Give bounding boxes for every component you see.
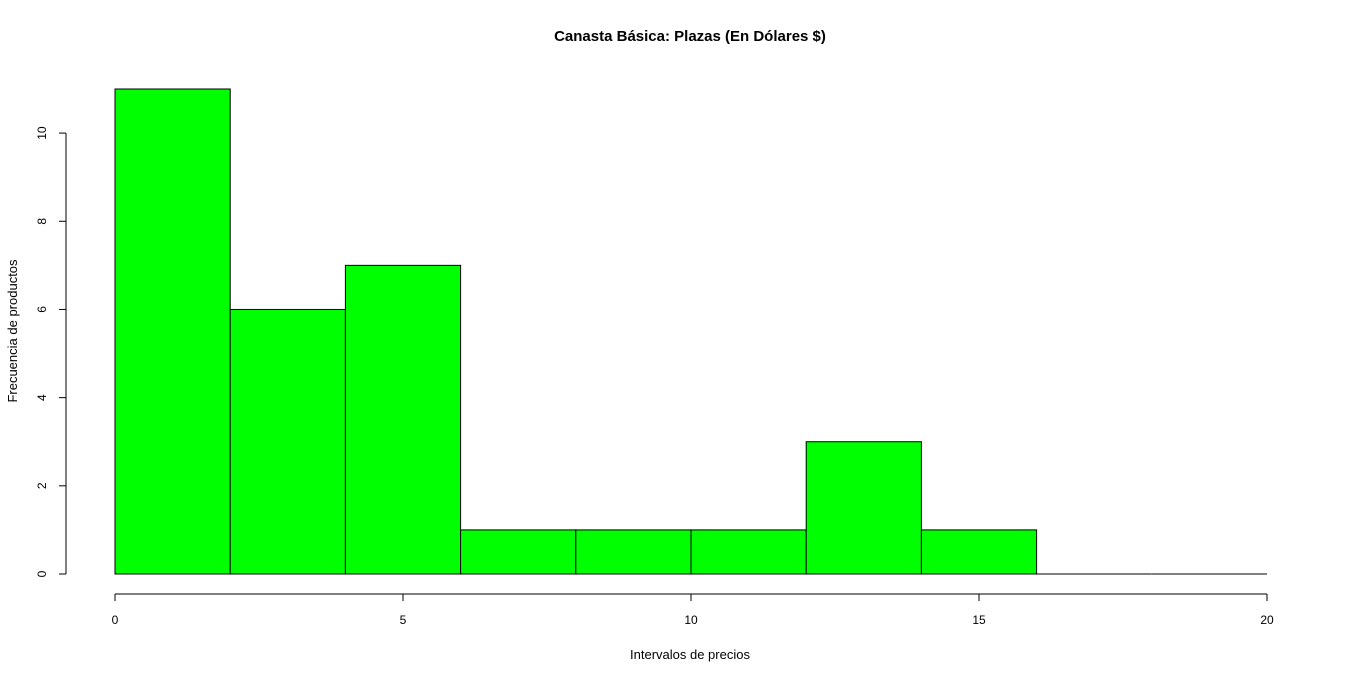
y-tick-label: 6 (35, 306, 49, 313)
x-axis: 0 5 10 15 20 (112, 593, 1274, 627)
y-tick-label: 10 (35, 126, 49, 140)
histogram-bar (229, 308, 346, 575)
x-tick-label: 5 (400, 613, 407, 627)
histogram-bar (690, 529, 807, 575)
histogram-bar (805, 441, 922, 575)
y-axis-label: Frecuencia de productos (5, 259, 20, 403)
histogram-bar (920, 529, 1038, 575)
x-tick-label: 20 (1260, 613, 1274, 627)
chart-title: Canasta Básica: Plazas (En Dólares $) (554, 28, 826, 45)
x-tick-label: 10 (684, 613, 698, 627)
y-tick-label: 0 (35, 570, 49, 577)
y-tick-label: 2 (35, 482, 49, 489)
x-tick-label: 0 (112, 613, 119, 627)
x-axis-label: Intervalos de precios (630, 647, 750, 662)
y-tick-label: 8 (35, 218, 49, 225)
y-axis: 0 2 4 6 8 10 (35, 126, 67, 577)
histogram-bar (575, 529, 692, 575)
y-tick-label: 4 (35, 394, 49, 401)
bars-group (114, 88, 1267, 575)
histogram-bar (344, 264, 462, 575)
x-tick-label: 15 (972, 613, 986, 627)
histogram-bar (114, 88, 231, 575)
histogram-bar (460, 529, 577, 575)
